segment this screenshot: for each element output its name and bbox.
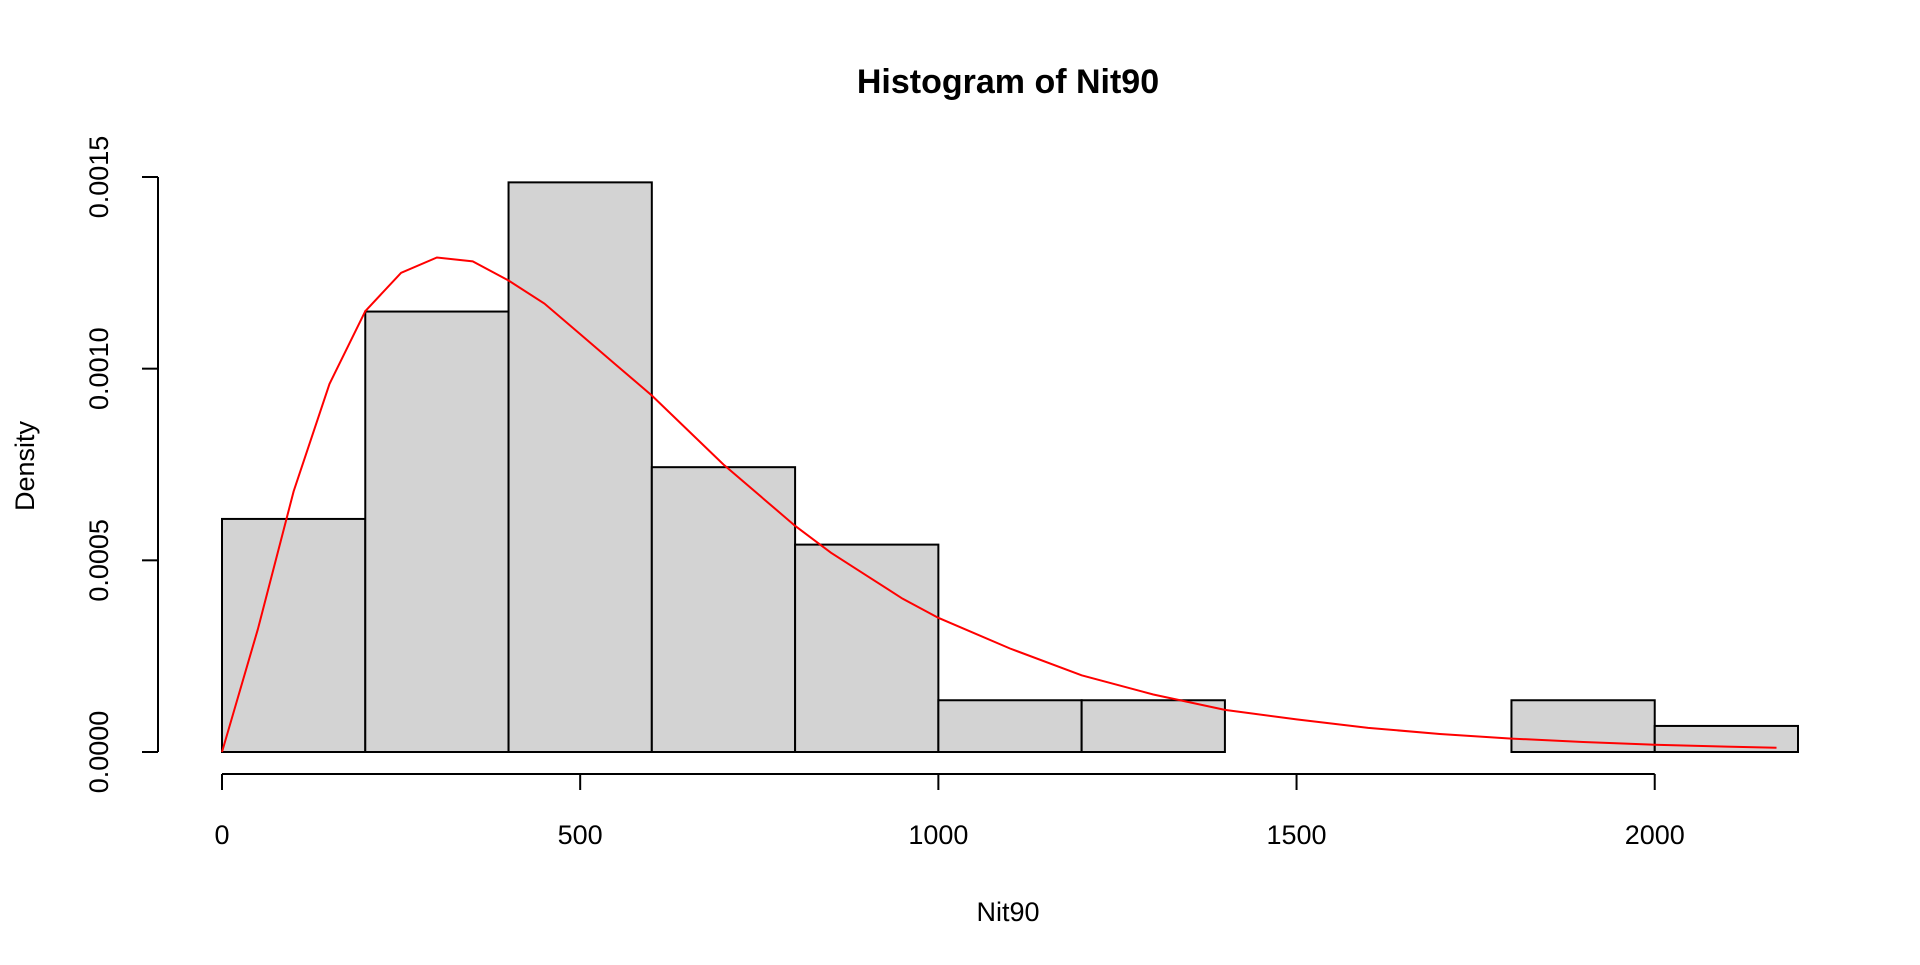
x-tick-label-1: 500 — [558, 820, 603, 850]
histogram-bar-10 — [1653, 724, 1800, 754]
x-tick-label-2: 1000 — [908, 820, 968, 850]
x-tick-label-4: 2000 — [1625, 820, 1685, 850]
chart-title: Histogram of Nit90 — [857, 63, 1159, 101]
x-axis-label: Nit90 — [976, 897, 1039, 927]
y-tick-label-1: 0.0005 — [84, 519, 114, 602]
x-axis: 0 500 1000 1500 2000 — [214, 773, 1685, 850]
y-axis: 0.0000 0.0005 0.0010 0.0015 — [84, 136, 159, 794]
x-tick-label-3: 1500 — [1267, 820, 1327, 850]
y-tick-label-2: 0.0010 — [84, 327, 114, 410]
histogram-bar-0 — [221, 517, 367, 754]
density-curve-layer — [221, 256, 1777, 753]
histogram-bar-4 — [794, 543, 940, 753]
x-tick-label-0: 0 — [214, 820, 229, 850]
histogram-bar-5 — [937, 699, 1083, 753]
histogram-bar-3 — [650, 466, 797, 753]
histogram-bar-2 — [507, 181, 653, 754]
y-tick-label-3: 0.0015 — [84, 136, 114, 219]
y-tick-label-0: 0.0000 — [84, 711, 114, 794]
y-axis-label: Density — [10, 420, 40, 511]
density-curve — [221, 256, 1777, 753]
histogram-bar-1 — [364, 310, 510, 753]
histogram-bar-6 — [1080, 699, 1226, 753]
histogram-bars — [221, 181, 1800, 754]
